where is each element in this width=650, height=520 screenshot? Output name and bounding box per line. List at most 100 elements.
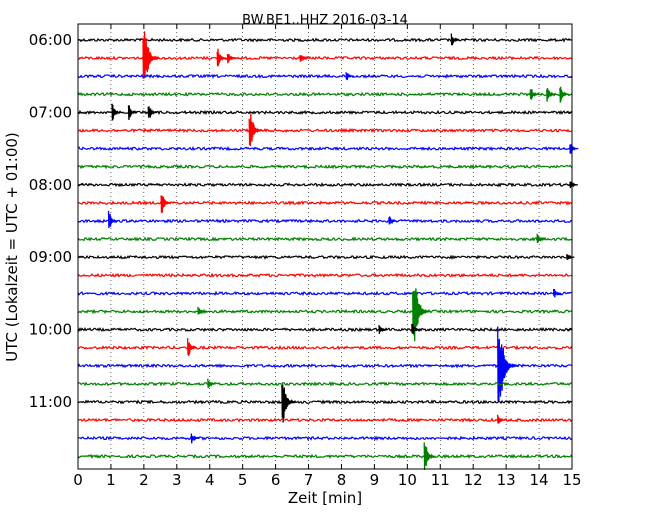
y-tick-label: 11:00	[29, 393, 72, 411]
trace-11:30	[77, 433, 573, 444]
event-spike	[411, 323, 421, 335]
trace-line	[77, 218, 573, 224]
trace-07:15	[77, 113, 573, 147]
event-spike	[552, 288, 562, 298]
x-tick-label: 15	[562, 471, 581, 489]
event-spike	[226, 53, 236, 64]
chart-title: BW.BE1..HHZ 2016-03-14	[242, 13, 408, 28]
trace-line	[77, 127, 573, 134]
event-spike	[142, 31, 160, 79]
event-spike	[207, 378, 216, 389]
trace-line	[77, 326, 573, 333]
event-spike	[569, 144, 579, 154]
trace-09:45	[77, 288, 573, 342]
trace-09:15	[77, 272, 573, 278]
trace-07:30	[77, 144, 579, 154]
event-spike	[107, 210, 119, 229]
trace-10:45	[77, 378, 573, 389]
event-spike	[281, 384, 297, 423]
traces	[77, 31, 579, 471]
event-spike	[529, 89, 540, 100]
trace-06:45	[77, 86, 573, 103]
x-axis-label: Zeit [min]	[288, 489, 362, 507]
event-spike	[496, 414, 506, 424]
event-spike	[559, 86, 569, 103]
y-tick-label: 07:00	[29, 103, 72, 121]
event-spike	[345, 72, 354, 81]
trace-line	[77, 37, 573, 43]
trace-line	[77, 145, 573, 152]
event-spike	[186, 338, 198, 357]
event-spike	[412, 288, 431, 342]
event-spike	[378, 325, 387, 334]
y-axis-label: UTC (Lokalzeit = UTC + 01:00)	[3, 132, 21, 362]
event-spike	[299, 55, 308, 62]
x-tick-label: 3	[172, 471, 182, 489]
x-tick-label: 4	[205, 471, 215, 489]
x-tick-label: 2	[139, 471, 149, 489]
x-tick-label: 10	[398, 471, 417, 489]
trace-line	[77, 435, 573, 442]
trace-line	[77, 200, 573, 206]
trace-line	[77, 109, 573, 116]
x-axis: 0 1 2 3 4 5 6 7 8 9 10 11 12 13 14 15	[73, 24, 582, 489]
trace-line	[77, 236, 573, 242]
x-tick-label: 7	[304, 471, 314, 489]
trace-07:45	[77, 164, 573, 170]
trace-line	[77, 308, 573, 315]
x-tick-label: 9	[370, 471, 380, 489]
trace-11:15	[77, 414, 573, 424]
trace-10:30	[77, 326, 573, 402]
trace-line	[77, 363, 573, 369]
event-spike	[450, 33, 460, 46]
trace-06:00	[77, 33, 573, 46]
trace-06:30	[77, 72, 573, 81]
trace-line	[77, 91, 573, 97]
x-tick-label: 1	[106, 471, 116, 489]
trace-line	[77, 272, 573, 278]
event-spike	[127, 105, 138, 121]
event-spike	[197, 306, 206, 315]
trace-line	[77, 399, 573, 405]
trace-line	[77, 344, 573, 351]
event-spike	[536, 233, 545, 244]
plot-frame	[77, 23, 573, 470]
event-spike	[111, 103, 122, 121]
x-tick-label: 14	[530, 471, 549, 489]
trace-line	[77, 164, 573, 170]
trace-line	[77, 73, 573, 79]
y-tick-label: 08:00	[29, 176, 72, 194]
trace-10:15	[77, 338, 573, 357]
x-tick-label: 11	[431, 471, 450, 489]
trace-line	[77, 381, 573, 387]
trace-08:30	[77, 210, 573, 229]
trace-line	[77, 55, 573, 61]
x-tick-label: 0	[73, 471, 83, 489]
trace-11:45	[77, 442, 573, 471]
trace-11:00	[77, 384, 573, 423]
y-axis: 06:00 07:00 08:00 09:00 10:00 11:00	[29, 31, 572, 411]
trace-08:00	[77, 181, 578, 189]
x-tick-label: 8	[337, 471, 347, 489]
event-spike	[497, 326, 519, 402]
trace-06:15	[77, 31, 573, 79]
y-tick-label: 10:00	[29, 321, 72, 339]
y-tick-label: 06:00	[29, 31, 72, 49]
event-spike	[388, 216, 397, 225]
event-spike	[147, 106, 158, 118]
x-tick-label: 6	[271, 471, 281, 489]
event-spike	[423, 442, 436, 471]
event-spike	[160, 195, 172, 214]
trace-line	[77, 290, 573, 297]
trace-09:30	[77, 288, 573, 298]
y-tick-label: 09:00	[29, 248, 72, 266]
trace-line	[77, 453, 573, 460]
event-spike	[569, 181, 578, 189]
trace-09:00	[77, 254, 575, 260]
trace-line	[77, 182, 573, 188]
trace-08:45	[77, 233, 573, 244]
trace-line	[77, 254, 573, 260]
event-spike	[546, 88, 556, 102]
event-spike	[216, 48, 227, 67]
